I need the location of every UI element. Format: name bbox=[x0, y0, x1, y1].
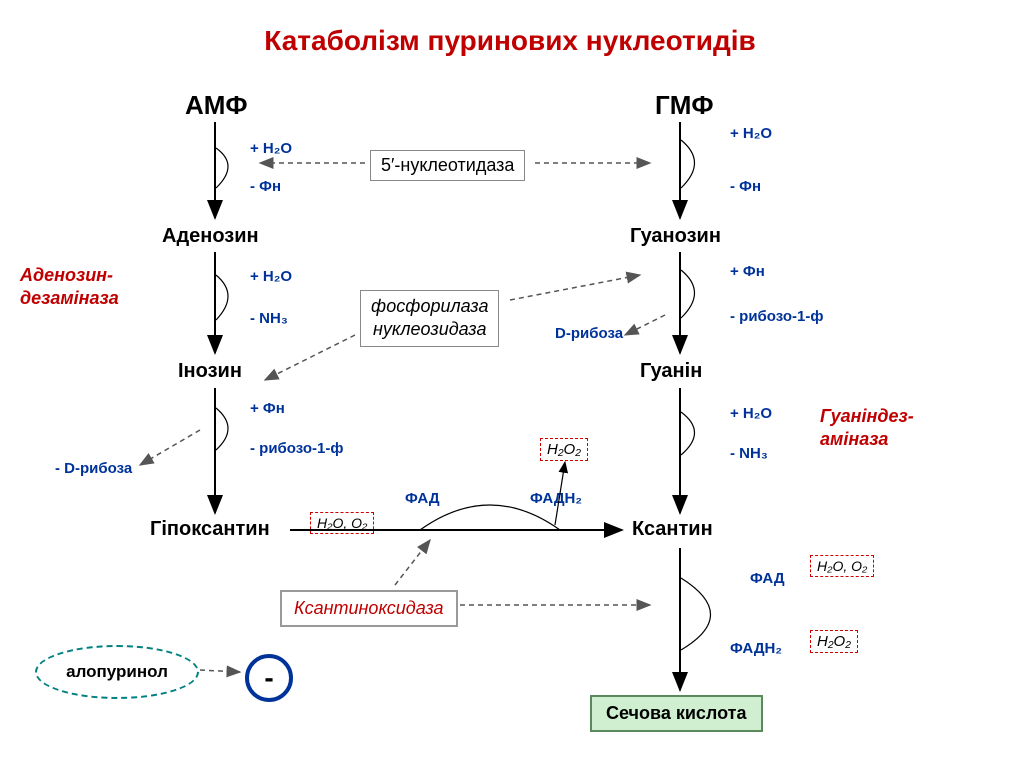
minus-text: - bbox=[264, 662, 273, 694]
inhibitor-allopurinol: алопуринол bbox=[35, 645, 199, 699]
page-title: Катаболізм пуринових нуклеотидів bbox=[160, 25, 860, 57]
phos-line2: нуклеозидаза bbox=[371, 318, 488, 341]
label-h2o-in-4: + Н₂О bbox=[730, 405, 772, 422]
label-h2o-in-2: + Н₂О bbox=[730, 125, 772, 142]
enzyme-guanine-deaminase: Гуаніндез- аміназа bbox=[820, 405, 914, 452]
label-pn-out-2: - Фн bbox=[730, 178, 761, 195]
enzyme-phosphorylase: фосфорилаза нуклеозидаза bbox=[360, 290, 499, 347]
node-inosine: Інозин bbox=[178, 360, 242, 383]
label-pn-in-1: + Фн bbox=[730, 263, 765, 280]
label-h2o-o2-1: Н₂О, О₂ bbox=[310, 512, 374, 534]
node-guanosine: Гуанозин bbox=[630, 225, 721, 248]
label-fad-1: ФАД bbox=[405, 490, 440, 507]
label-d-ribose-out: - D-рибоза bbox=[55, 460, 132, 477]
allopurinol-text: алопуринол bbox=[66, 662, 168, 682]
node-uric-acid: Сечова кислота bbox=[590, 695, 763, 732]
h2o2-text-2: Н₂О₂ bbox=[817, 633, 851, 650]
label-fad-2: ФАД bbox=[750, 570, 785, 587]
gd-line1: Гуаніндез- bbox=[820, 405, 914, 428]
h2oo2-text-2: Н₂О, О₂ bbox=[817, 558, 867, 574]
label-ribose1p-out-1: - рибозо-1-ф bbox=[730, 308, 823, 325]
label-d-ribose-1: D-рибоза bbox=[555, 325, 623, 342]
label-h2o2-1: Н₂О₂ bbox=[540, 438, 588, 461]
label-h2o-o2-2: Н₂О, О₂ bbox=[810, 555, 874, 577]
node-guanine: Гуанін bbox=[640, 360, 702, 383]
node-gmp: ГМФ bbox=[655, 90, 714, 121]
ada-text: Аденозин-дезаміназа bbox=[20, 265, 119, 308]
label-h2o-in-1: + Н₂О bbox=[250, 140, 292, 157]
label-h2o2-2: Н₂О₂ bbox=[810, 630, 858, 653]
enzyme-xanthine-oxidase: Ксантиноксидаза bbox=[280, 590, 458, 627]
h2o2-text-1: Н₂О₂ bbox=[547, 441, 581, 458]
h2oo2-text-1: Н₂О, О₂ bbox=[317, 515, 367, 531]
node-hypoxanthine: Гіпоксантин bbox=[150, 518, 270, 541]
label-fadh2-1: ФАДН₂ bbox=[530, 490, 582, 507]
enzyme-ada: Аденозин-дезаміназа bbox=[20, 264, 119, 311]
label-pn-in-2: + Фн bbox=[250, 400, 285, 417]
label-fadh2-2: ФАДН₂ bbox=[730, 640, 782, 657]
node-adenosine: Аденозин bbox=[162, 225, 259, 248]
phos-line1: фосфорилаза bbox=[371, 295, 488, 318]
node-amp: АМФ bbox=[185, 90, 248, 121]
gd-line2: аміназа bbox=[820, 428, 914, 451]
label-nh3-out-2: - NH₃ bbox=[730, 445, 768, 462]
label-nh3-out-1: - NH₃ bbox=[250, 310, 288, 327]
enzyme-nucleotidase: 5′-нуклеотидаза bbox=[370, 150, 525, 181]
label-pn-out-1: - Фн bbox=[250, 178, 281, 195]
label-h2o-in-3: + Н₂О bbox=[250, 268, 292, 285]
minus-inhibit-icon: - bbox=[245, 654, 293, 702]
node-xanthine: Ксантин bbox=[632, 518, 713, 541]
label-ribose1p-out-2: - рибозо-1-ф bbox=[250, 440, 343, 457]
